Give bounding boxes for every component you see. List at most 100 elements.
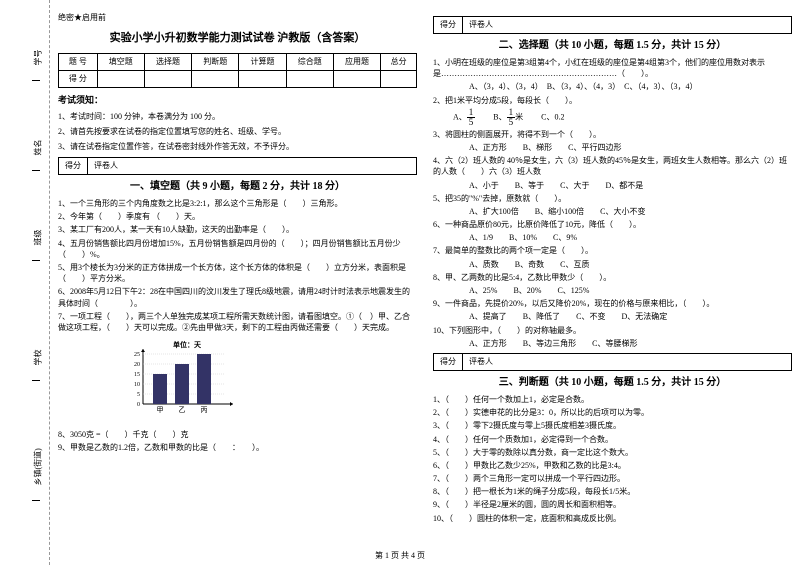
svg-text:20: 20	[134, 362, 140, 368]
section2-title: 二、选择题（共 10 小题，每题 1.5 分，共计 15 分）	[433, 38, 792, 53]
q2-5: 5、把35的"%"去掉，原数就（ ）。	[433, 193, 792, 204]
th-comp: 综合题	[286, 53, 333, 70]
score-cell	[286, 70, 333, 87]
opt-a: A、	[453, 112, 467, 121]
q2-4-opts: A、小于 B、等于 C、大于 D、都不是	[453, 180, 792, 191]
th-fill: 填空题	[97, 53, 144, 70]
score-label: 得分	[59, 158, 88, 174]
binding-label-name: 姓名	[33, 140, 44, 156]
notice-item: 2、请首先按要求在试卷的指定位置填写您的姓名、班级、学号。	[58, 126, 417, 138]
score-cell	[333, 70, 380, 87]
frac-1-5: 15	[467, 108, 476, 127]
q3-4: 4、（ ）任何一个质数加1，必定得到一个合数。	[433, 434, 792, 445]
section3-title: 三、判断题（共 10 小题，每题 1.5 分，共计 15 分）	[433, 375, 792, 390]
q1-4: 4、五月份销售额比四月份增加15%，五月份销售额是四月份的（ ）；四月份销售额比…	[58, 238, 417, 260]
score-reviewer-row: 得分 评卷人	[433, 16, 792, 34]
q1-1: 1、一个三角形的三个内角度数之比是3:2:1，那么这个三角形是（ ）三角形。	[58, 198, 417, 209]
svg-text:丙: 丙	[201, 406, 208, 414]
th-total: 总分	[381, 53, 417, 70]
score-cell	[192, 70, 239, 87]
score-cell	[381, 70, 417, 87]
exam-title: 实验小学小升初数学能力测试试卷 沪教版（含答案）	[58, 30, 417, 47]
binding-label-studentid: 学号	[33, 50, 44, 66]
frac-1-5: 15	[507, 108, 516, 127]
bar-chart: 单位：天 25 20 15 10 5 0 甲 乙 丙	[118, 339, 417, 423]
q2-6: 6、一种商品原价80元，比原价降低了10元，降低（ ）。	[433, 219, 792, 230]
binding-margin: 学号 姓名 班级 学校 乡镇(街道)	[0, 0, 50, 565]
svg-text:单位：天: 单位：天	[173, 340, 202, 349]
q2-5-opts: A、扩大100倍 B、缩小100倍 C、大小不变	[453, 206, 792, 217]
q2-9-opts: A、提高了 B、降低了 C、不变 D、无法确定	[453, 311, 792, 322]
q2-7: 7、最简单的整数比的两个项一定是（ ）。	[433, 245, 792, 256]
score-label: 得分	[434, 17, 463, 33]
notice-title: 考试须知：	[58, 94, 417, 108]
svg-text:25: 25	[134, 352, 140, 358]
q3-1: 1、（ ）任何一个数加上1，必定是合数。	[433, 394, 792, 405]
th-judge: 判断题	[192, 53, 239, 70]
q2-7-opts: A、质数 B、奇数 C、互质	[453, 259, 792, 270]
chart-svg: 单位：天 25 20 15 10 5 0 甲 乙 丙	[118, 339, 238, 419]
q1-5: 5、用3个棱长为3分米的正方体拼成一个长方体，这个长方体的体积是（ ）立方分米，…	[58, 262, 417, 284]
binding-label-school: 学校	[33, 350, 44, 366]
q1-8: 8、3050克 =（ ）千克（ ）克	[58, 429, 417, 440]
q1-3: 3、某工厂有200人，某一天有10人缺勤，这天的出勤率是（ ）。	[58, 224, 417, 235]
q2-9: 9、一件商品，先提价20%，以后又降价20%，现在的价格与原来相比，（ ）。	[433, 298, 792, 309]
score-reviewer-row: 得分 评卷人	[433, 353, 792, 371]
notice-item: 3、请在试卷指定位置作答，在试卷密封线外作答无效，不予评分。	[58, 141, 417, 153]
notice-item: 1、考试时间：100 分钟，本卷满分为 100 分。	[58, 111, 417, 123]
q1-9: 9、甲数是乙数的1.2倍，乙数和甲数的比是（ ： ）。	[58, 442, 417, 453]
q1-6: 6、2008年5月12日下午2：28在中国四川的汶川发生了理氏8级地震，请用24…	[58, 286, 417, 308]
secret-label: 绝密★启用前	[58, 12, 417, 24]
binding-line	[32, 260, 40, 261]
q3-7: 7、（ ）两个三角形一定可以拼成一个平行四边形。	[433, 473, 792, 484]
q3-3: 3、（ ）零下2摄氏度与零上5摄氏度相差3摄氏度。	[433, 420, 792, 431]
q2-1-opts: A、（3，4）、（3，4） B、（3，4）、（4，3） C、（4，3）、（3，4…	[453, 81, 792, 92]
svg-text:5: 5	[137, 392, 140, 398]
q3-6: 6、（ ）甲数比乙数少25%，甲数和乙数的比是3:4。	[433, 460, 792, 471]
score-cell	[239, 70, 286, 87]
score-cell	[97, 70, 144, 87]
q1-7: 7、一项工程（ ），两三个人单独完成某项工程所需天数统计图，请看图填空。①（ ）…	[58, 311, 417, 333]
th-calc: 计算题	[239, 53, 286, 70]
binding-line	[32, 80, 40, 81]
opt-c: C、0.2	[541, 112, 564, 121]
q2-8-opts: A、25% B、20% C、125%	[453, 285, 792, 296]
q1-2: 2、今年第（ ）季度有 （ ）天。	[58, 211, 417, 222]
left-column: 绝密★启用前 实验小学小升初数学能力测试试卷 沪教版（含答案） 题 号 填空题 …	[58, 12, 417, 545]
svg-text:15: 15	[134, 372, 140, 378]
svg-text:10: 10	[134, 382, 140, 388]
q3-9: 9、（ ）半径是2厘米的圆，圆的周长和面积相等。	[433, 499, 792, 510]
q2-2: 2、把1米平均分成5段，每段长（ ）。	[433, 95, 792, 106]
th-choice: 选择题	[144, 53, 191, 70]
reviewer-label: 评卷人	[88, 158, 124, 174]
q3-5: 5、（ ）大于零的数除以真分数，商一定比这个数大。	[433, 447, 792, 458]
score-reviewer-row: 得分 评卷人	[58, 157, 417, 175]
q2-10: 10、下列图形中，（ ）的对称轴最多。	[433, 325, 792, 336]
q2-10-opts: A、正方形 B、等边三角形 C、等腰梯形	[453, 338, 792, 349]
binding-label-class: 班级	[33, 230, 44, 246]
page-footer: 第 1 页 共 4 页	[0, 550, 800, 561]
binding-line	[32, 380, 40, 381]
th-app: 应用题	[333, 53, 380, 70]
th-num: 题 号	[59, 53, 98, 70]
score-label: 得 分	[59, 70, 98, 87]
score-cell	[144, 70, 191, 87]
q2-3: 3、将圆柱的侧面展开，将得不到一个（ ）。	[433, 129, 792, 140]
q2-3-opts: A、正方形 B、梯形 C、平行四边形	[453, 142, 792, 153]
svg-text:甲: 甲	[157, 406, 164, 414]
exam-page: 学号 姓名 班级 学校 乡镇(街道) 绝密★启用前 实验小学小升初数学能力测试试…	[0, 0, 800, 565]
opt-b: B、	[493, 112, 506, 121]
unit: 米	[515, 112, 523, 121]
svg-text:乙: 乙	[179, 406, 186, 414]
section1-title: 一、填空题（共 9 小题，每题 2 分，共计 18 分）	[58, 179, 417, 194]
q2-1: 1、小明在班级的座位是第3组第4个，小红在班级的座位是第4组第3个，他们的座位用…	[433, 57, 792, 79]
q3-10: 10、（ ）圆柱的体积一定，底面积和高成反比例。	[433, 513, 792, 524]
q2-4: 4、六（2）班人数的 40％是女生，六（3）班人数的45％是女生，两班女生人数相…	[433, 155, 792, 177]
content-area: 绝密★启用前 实验小学小升初数学能力测试试卷 沪教版（含答案） 题 号 填空题 …	[50, 0, 800, 565]
binding-line	[32, 500, 40, 501]
binding-line	[32, 170, 40, 171]
q3-2: 2、（ ）实德申花的比分是3：0，所以比的后项可以为零。	[433, 407, 792, 418]
right-column: 得分 评卷人 二、选择题（共 10 小题，每题 1.5 分，共计 15 分） 1…	[433, 12, 792, 545]
q2-2-opts: A、15 B、15米 C、0.2	[453, 108, 792, 127]
svg-text:0: 0	[137, 402, 140, 408]
